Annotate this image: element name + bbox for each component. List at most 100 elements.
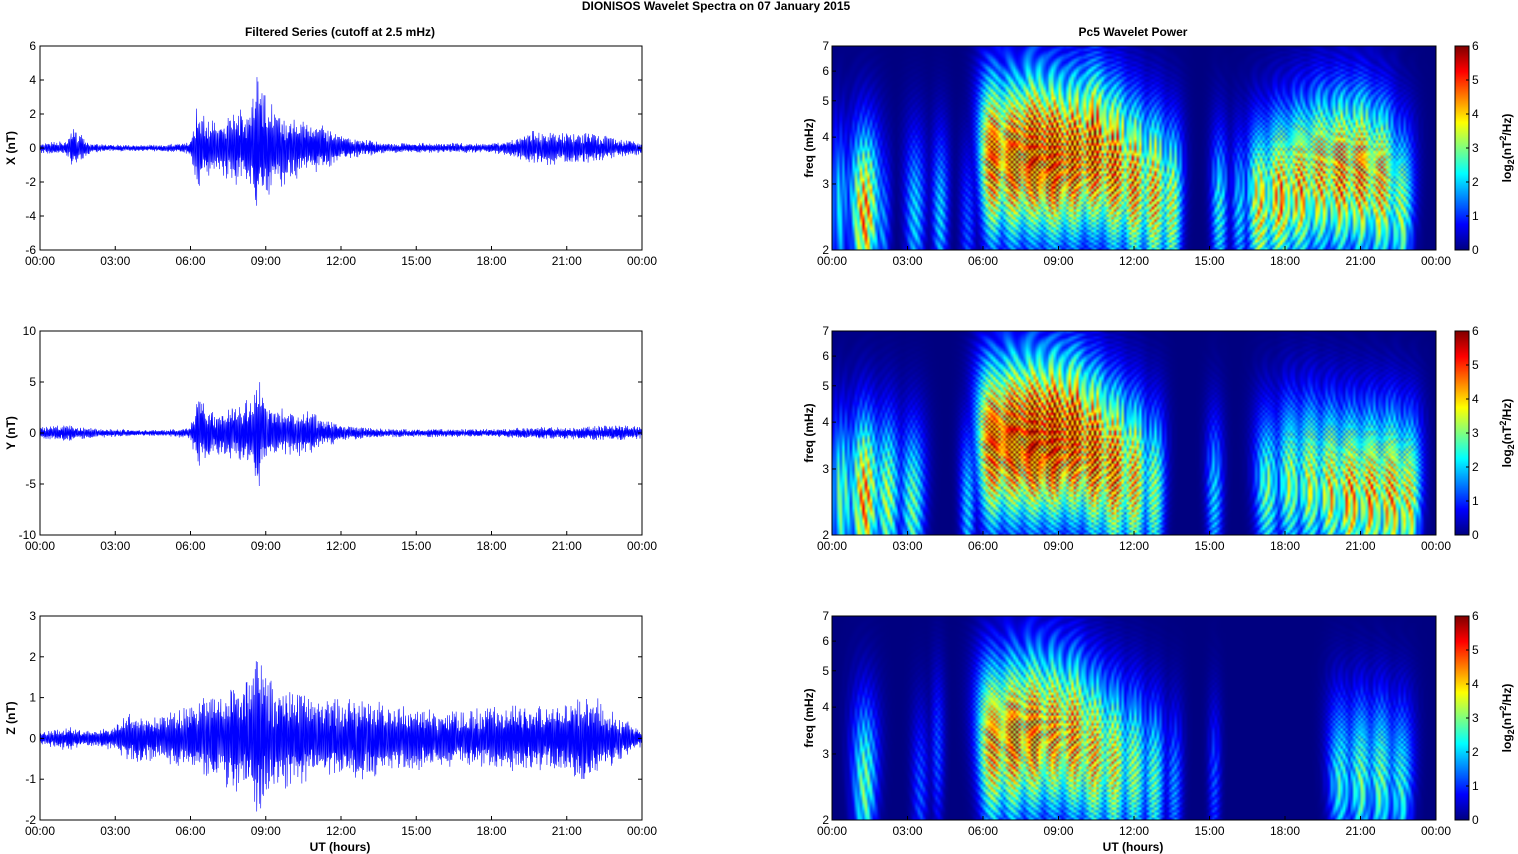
filtered-x-ytick-label: 4	[29, 73, 36, 87]
wavelet-y-cbar-tick-label: 6	[1472, 324, 1479, 338]
wavelet-x-colorbar	[1455, 46, 1469, 250]
filtered-z-xtick-label: 06:00	[175, 824, 205, 838]
filtered-z-xtick-label: 00:00	[25, 824, 55, 838]
filtered-y-xtick-label: 12:00	[326, 539, 356, 553]
filtered-y-ylabel: Y (nT)	[4, 416, 18, 450]
filtered-z-ytick-label: -2	[25, 813, 36, 827]
filtered-z-xtick-label: 03:00	[100, 824, 130, 838]
wavelet-z-cbar-tick-label: 0	[1472, 813, 1479, 827]
filtered-y-xtick-label: 06:00	[175, 539, 205, 553]
wavelet-z-ytick-label: 4	[822, 700, 829, 714]
wavelet-y-ytick-label: 7	[822, 324, 829, 338]
wavelet-x-ytick-label: 5	[822, 94, 829, 108]
wavelet-y-cbar-label: log2(nT2/Hz)	[1498, 399, 1516, 468]
filtered-x-ytick-label: 6	[29, 39, 36, 53]
wavelet-x-xtick-label: 09:00	[1043, 254, 1073, 268]
wavelet-z-xtick-label: 00:00	[1421, 824, 1451, 838]
left-xlabel: UT (hours)	[310, 840, 371, 854]
wavelet-x-cbar-tick-label: 1	[1472, 209, 1479, 223]
filtered-z-xtick-label: 00:00	[627, 824, 657, 838]
filtered-x-xtick-label: 15:00	[401, 254, 431, 268]
filtered-x-ytick-label: 0	[29, 141, 36, 155]
wavelet-y-cbar-tick-label: 2	[1472, 460, 1479, 474]
wavelet-x-ytick-label: 2	[822, 243, 829, 257]
filtered-x-series-line	[39, 77, 643, 206]
filtered-x-ytick-label: 2	[29, 107, 36, 121]
right-xlabel: UT (hours)	[1103, 840, 1164, 854]
wavelet-y-xtick-label: 00:00	[817, 539, 847, 553]
filtered-x-xtick-label: 18:00	[476, 254, 506, 268]
wavelet-y-ytick-label: 4	[822, 415, 829, 429]
wavelet-x-cbar-tick-label: 2	[1472, 175, 1479, 189]
filtered-x-xtick-label: 12:00	[326, 254, 356, 268]
filtered-x-xtick-label: 03:00	[100, 254, 130, 268]
wavelet-x-ytick-label: 6	[822, 64, 829, 78]
filtered-z-series-line	[39, 661, 643, 812]
wavelet-y-heatmap-image	[832, 331, 1436, 535]
wavelet-y-xtick-label: 09:00	[1043, 539, 1073, 553]
wavelet-y-xtick-label: 00:00	[1421, 539, 1451, 553]
filtered-y-ytick-label: 0	[29, 426, 36, 440]
filtered-x-ytick-label: -4	[25, 209, 36, 223]
wavelet-z-ytick-label: 7	[822, 609, 829, 623]
wavelet-y-xtick-label: 21:00	[1345, 539, 1375, 553]
wavelet-z-cbar-tick-label: 6	[1472, 609, 1479, 623]
filtered-z-ytick-label: 2	[29, 650, 36, 664]
filtered-x-xtick-label: 00:00	[627, 254, 657, 268]
wavelet-x-ytick-label: 7	[822, 39, 829, 53]
filtered-z-xtick-label: 12:00	[326, 824, 356, 838]
right-column-title: Pc5 Wavelet Power	[1079, 25, 1188, 39]
wavelet-y-xtick-label: 03:00	[892, 539, 922, 553]
wavelet-y-ylabel: freq (mHz)	[802, 403, 816, 462]
filtered-x-xtick-label: 00:00	[25, 254, 55, 268]
filtered-y-xtick-label: 00:00	[25, 539, 55, 553]
wavelet-z-ylabel: freq (mHz)	[802, 688, 816, 747]
filtered-z-ytick-label: -1	[25, 772, 36, 786]
filtered-y-xtick-label: 21:00	[552, 539, 582, 553]
filtered-y-xtick-label: 15:00	[401, 539, 431, 553]
wavelet-z-cbar-tick-label: 2	[1472, 745, 1479, 759]
filtered-z-ytick-label: 3	[29, 609, 36, 623]
filtered-x-ytick-label: -2	[25, 175, 36, 189]
wavelet-z-cbar-tick-label: 4	[1472, 677, 1479, 691]
wavelet-y-xtick-label: 18:00	[1270, 539, 1300, 553]
filtered-y-series-line	[39, 382, 643, 487]
wavelet-y-ytick-label: 5	[822, 379, 829, 393]
filtered-x-xtick-label: 21:00	[552, 254, 582, 268]
filtered-y-ytick-label: -10	[19, 528, 37, 542]
wavelet-x-xtick-label: 12:00	[1119, 254, 1149, 268]
filtered-y-ytick-label: 5	[29, 375, 36, 389]
filtered-z-xtick-label: 18:00	[476, 824, 506, 838]
wavelet-x-ylabel: freq (mHz)	[802, 118, 816, 177]
filtered-z-ytick-label: 0	[29, 731, 36, 745]
filtered-z-xtick-label: 21:00	[552, 824, 582, 838]
filtered-z-plot-area	[40, 616, 642, 820]
wavelet-x-xtick-label: 06:00	[968, 254, 998, 268]
wavelet-y-ytick-label: 6	[822, 349, 829, 363]
wavelet-x-heatmap-image	[832, 46, 1436, 250]
wavelet-z-xtick-label: 15:00	[1194, 824, 1224, 838]
wavelet-z-colorbar	[1455, 616, 1469, 820]
wavelet-y-colorbar	[1455, 331, 1469, 535]
wavelet-y-cbar-tick-label: 1	[1472, 494, 1479, 508]
filtered-x-xtick-label: 06:00	[175, 254, 205, 268]
wavelet-x-cbar-label: log2(nT2/Hz)	[1498, 114, 1516, 183]
wavelet-x-xtick-label: 00:00	[1421, 254, 1451, 268]
wavelet-z-cbar-tick-label: 3	[1472, 711, 1479, 725]
wavelet-z-ytick-label: 2	[822, 813, 829, 827]
wavelet-x-xtick-label: 03:00	[892, 254, 922, 268]
wavelet-z-xtick-label: 21:00	[1345, 824, 1375, 838]
wavelet-x-cbar-tick-label: 6	[1472, 39, 1479, 53]
wavelet-z-ytick-label: 5	[822, 664, 829, 678]
wavelet-y-xtick-label: 06:00	[968, 539, 998, 553]
wavelet-z-xtick-label: 12:00	[1119, 824, 1149, 838]
filtered-z-xtick-label: 15:00	[401, 824, 431, 838]
wavelet-x-cbar-tick-label: 0	[1472, 243, 1479, 257]
wavelet-y-cbar-tick-label: 3	[1472, 426, 1479, 440]
